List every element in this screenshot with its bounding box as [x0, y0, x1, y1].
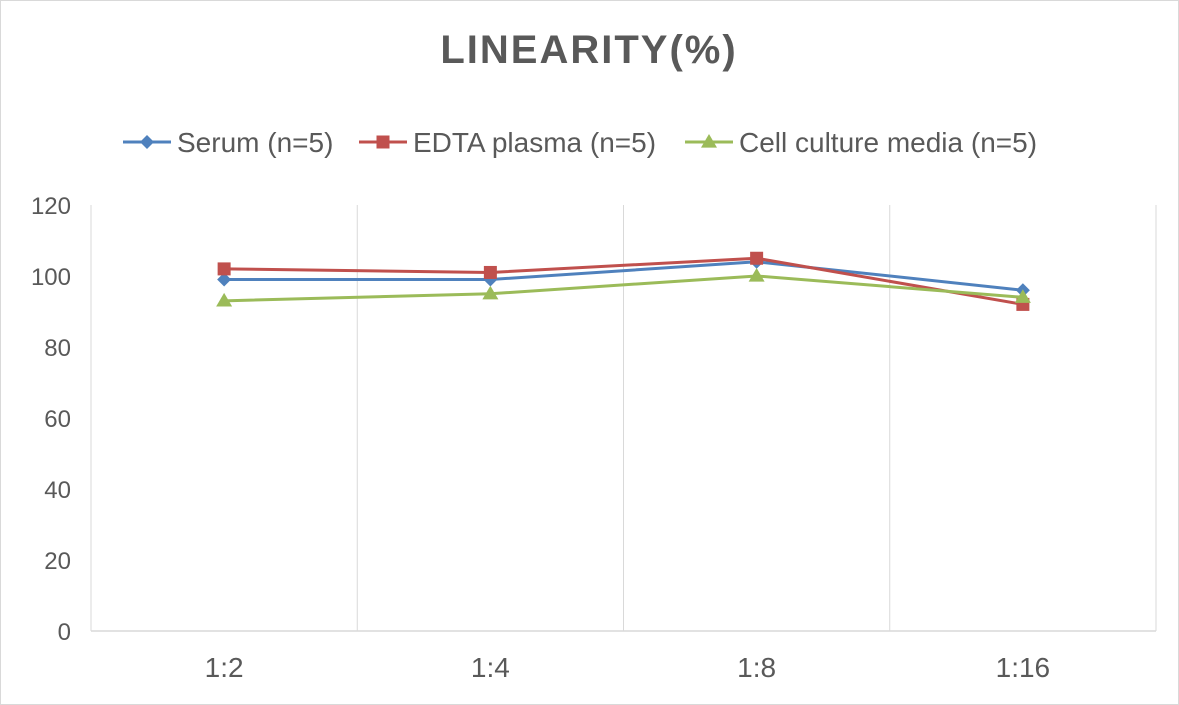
y-tick-label: 60: [44, 406, 71, 433]
y-axis-ticks: 0 20 40 60 80 100 120: [31, 193, 71, 646]
legend-marker: [376, 135, 390, 149]
series-line: [224, 260, 1024, 292]
x-tick-label: 1:2: [205, 652, 244, 683]
data-point: [217, 262, 231, 276]
legend-label: Serum (n=5): [177, 127, 333, 158]
data-point: [483, 265, 497, 279]
series-group: [216, 251, 1031, 311]
chart-title: LINEARITY(%): [440, 28, 737, 72]
x-axis-ticks: 1:2 1:4 1:8 1:16: [205, 652, 1050, 683]
legend-item: Cell culture media (n=5): [685, 127, 1037, 158]
y-tick-label: 80: [44, 335, 71, 362]
series-2: [217, 251, 1030, 311]
legend-item: EDTA plasma (n=5): [359, 127, 656, 158]
x-tick-label: 1:16: [996, 652, 1051, 683]
y-tick-label: 0: [58, 619, 71, 646]
data-point: [217, 272, 232, 287]
y-tick-label: 120: [31, 193, 71, 220]
data-point: [482, 285, 499, 300]
legend-marker: [140, 135, 154, 149]
y-tick-label: 100: [31, 264, 71, 291]
series-line: [224, 274, 1023, 303]
data-point: [748, 268, 765, 282]
gridlines: [90, 205, 1157, 631]
x-tick-label: 1:4: [471, 652, 510, 683]
legend-label: Cell culture media (n=5): [739, 127, 1037, 158]
series-3: [216, 268, 1031, 307]
x-tick-label: 1:8: [737, 652, 776, 683]
data-point: [750, 251, 764, 265]
y-tick-label: 20: [44, 548, 71, 575]
y-tick-label: 40: [44, 477, 71, 504]
series-line: [224, 256, 1024, 306]
legend-item: Serum (n=5): [123, 127, 333, 158]
legend: Serum (n=5) EDTA plasma (n=5) Cell culture…: [123, 127, 1037, 158]
data-point: [216, 292, 233, 307]
data-point: [1014, 289, 1031, 303]
legend-marker: [701, 134, 717, 148]
legend-label: EDTA plasma (n=5): [413, 127, 656, 158]
